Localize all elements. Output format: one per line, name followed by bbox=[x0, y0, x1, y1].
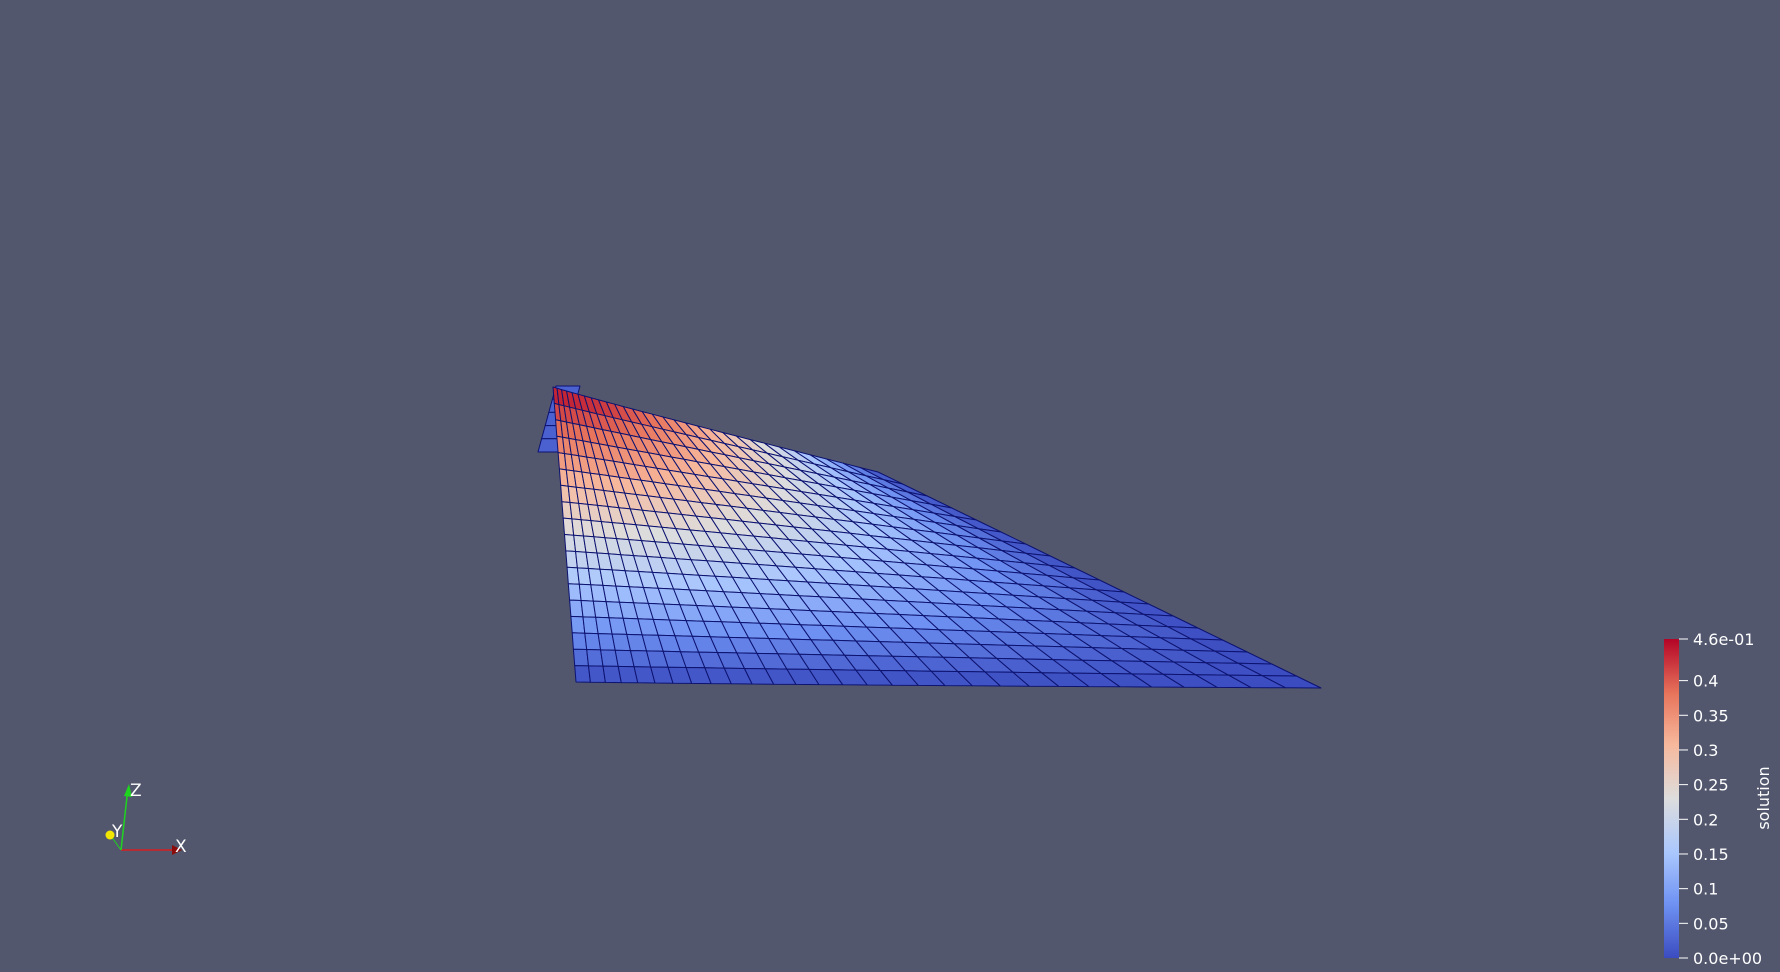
mesh-cell bbox=[1261, 675, 1322, 689]
scalar-bar-tick-label: 0.15 bbox=[1693, 845, 1729, 864]
z-axis-line bbox=[120, 787, 129, 851]
mesh-cell bbox=[571, 632, 588, 650]
scalar-bar-max-label: 4.6e-01 bbox=[1693, 630, 1754, 649]
mesh-cell bbox=[574, 665, 591, 683]
x-axis-arrow-icon bbox=[172, 845, 182, 855]
scalar-bar-tick-label: 0.1 bbox=[1693, 880, 1718, 899]
scalar-bar[interactable]: 4.6e-01 0.4 0.35 0.3 0.25 0.2 0.15 0.1 0.05 0.0e+… bbox=[1664, 630, 1773, 968]
solution-surface-mesh bbox=[537, 385, 1322, 689]
z-axis-label: Z bbox=[130, 781, 142, 801]
mesh-cell bbox=[570, 615, 586, 634]
scalar-bar-tick-label: 0.4 bbox=[1693, 672, 1718, 691]
orientation-axes: X Y Z bbox=[105, 781, 187, 857]
scalar-bar-min-label: 0.0e+00 bbox=[1693, 949, 1762, 968]
scalar-bar-ticks: 4.6e-01 0.4 0.35 0.3 0.25 0.2 0.15 0.1 0.05 0.0e+… bbox=[1679, 630, 1762, 968]
scalar-bar-tick-label: 0.05 bbox=[1693, 914, 1729, 933]
z-axis-arrow-icon bbox=[124, 784, 132, 797]
scalar-bar-tick-label: 0.35 bbox=[1693, 706, 1729, 725]
y-axis-marker-icon bbox=[105, 830, 115, 840]
scalar-bar-tick-label: 0.25 bbox=[1693, 776, 1729, 795]
scalar-bar-tick-label: 0.3 bbox=[1693, 741, 1718, 760]
mesh-cell bbox=[572, 648, 589, 667]
y-axis-label: Y bbox=[111, 822, 123, 842]
scalar-bar-title: solution bbox=[1754, 766, 1773, 829]
scalar-bar-tick-label: 0.2 bbox=[1693, 810, 1718, 829]
scalar-bar-gradient bbox=[1664, 639, 1679, 958]
x-axis-label: X bbox=[175, 837, 187, 857]
